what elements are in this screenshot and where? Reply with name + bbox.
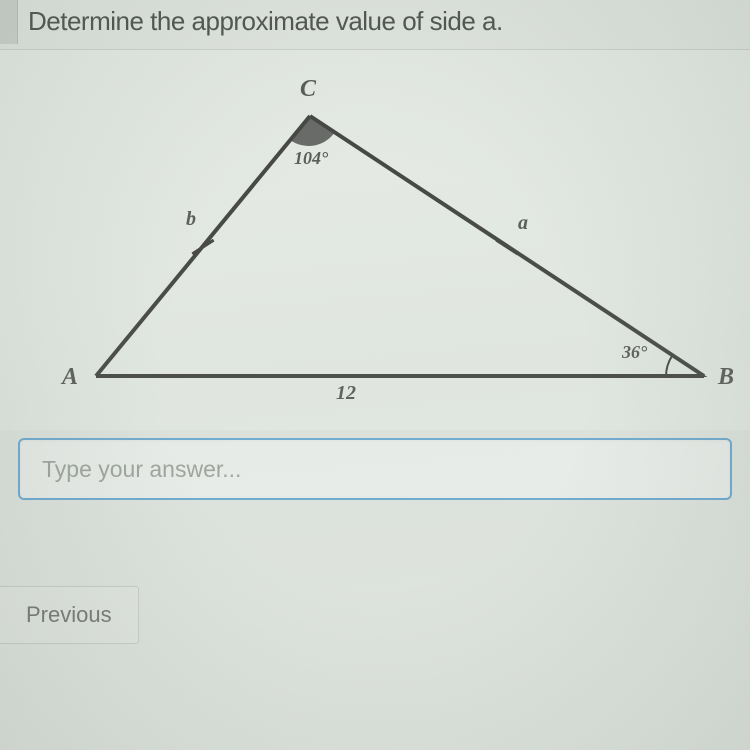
answer-input-container [18, 438, 732, 500]
side-b-label: b [186, 208, 196, 231]
angle-c-label: 104° [294, 148, 328, 169]
vertex-c-label: C [300, 76, 316, 103]
answer-input[interactable] [18, 438, 732, 500]
triangle-diagram: C A B b a 12 104° 36° [0, 50, 750, 430]
side-a-label: a [518, 212, 528, 235]
side-c-label: 12 [336, 382, 356, 405]
question-text: Determine the approximate value of side … [0, 0, 750, 50]
angle-b-label: 36° [622, 342, 647, 363]
left-edge-decoration [0, 0, 18, 44]
vertex-a-label: A [62, 364, 78, 391]
previous-button[interactable]: Previous [0, 586, 139, 644]
vertex-b-label: B [718, 364, 734, 391]
triangle-svg [0, 50, 750, 430]
